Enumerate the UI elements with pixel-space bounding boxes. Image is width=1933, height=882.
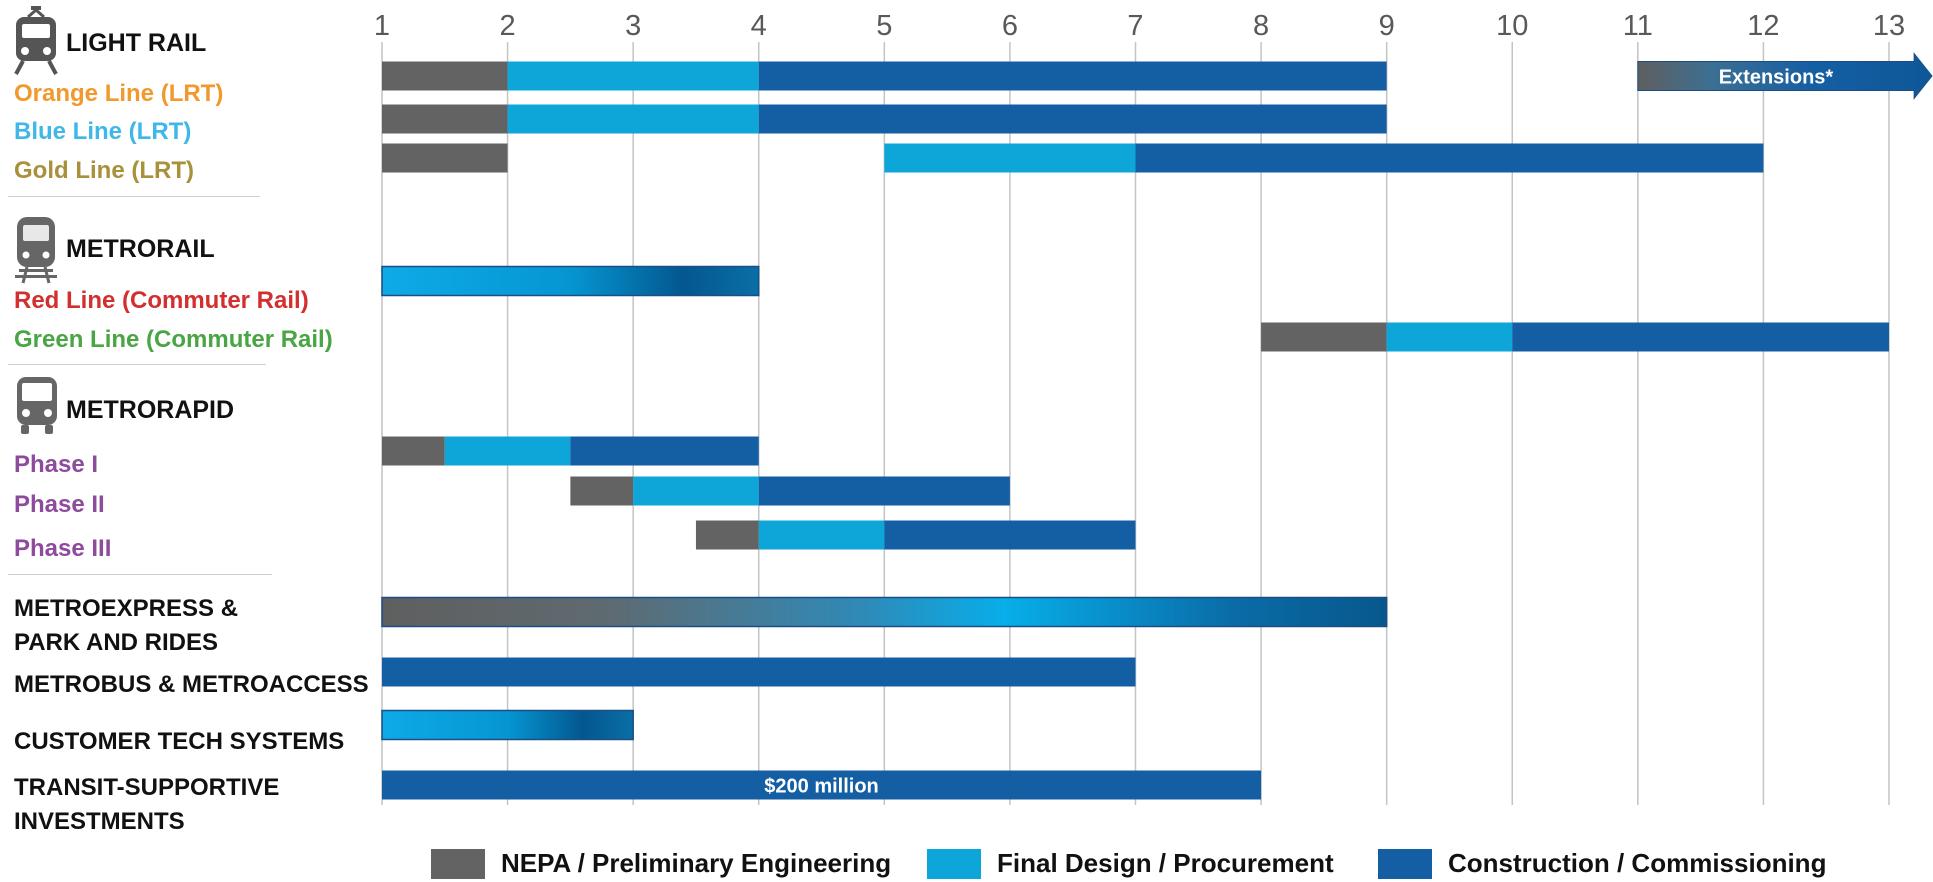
bar-phase-ii-design-1 bbox=[633, 476, 759, 506]
row-label-green-line: Green Line (Commuter Rail) bbox=[14, 326, 333, 353]
bar-green-line-design-1 bbox=[1386, 322, 1513, 352]
bar-blue-line-nepa-0 bbox=[382, 104, 508, 134]
legend-item-nepa: NEPA / Preliminary Engineering bbox=[431, 848, 891, 879]
bar-gold-line-nepa-0 bbox=[382, 143, 508, 173]
row-label-transit-supportive-line2: INVESTMENTS bbox=[14, 808, 185, 835]
bar-phase-iii-construction-2 bbox=[884, 520, 1136, 550]
x-tick-label-2: 2 bbox=[500, 10, 516, 42]
section-separator bbox=[8, 364, 266, 365]
bar-metrobus-construction-0 bbox=[382, 657, 1136, 687]
row-label-red-line: Red Line (Commuter Rail) bbox=[14, 287, 309, 314]
row-label-phase-iii: Phase III bbox=[14, 535, 112, 562]
row-label-phase-i: Phase I bbox=[14, 451, 99, 478]
light-rail-icon bbox=[14, 6, 58, 75]
legend-swatch-design bbox=[927, 848, 981, 879]
bar-blue-line-construction-2 bbox=[758, 104, 1387, 134]
commuter-train-icon bbox=[15, 217, 57, 284]
legend-label-construction: Construction / Commissioning bbox=[1448, 848, 1827, 878]
bar-phase-i-construction-2 bbox=[570, 436, 759, 466]
x-tick-label-3: 3 bbox=[625, 10, 641, 42]
bar-green-line-nepa-0 bbox=[1261, 322, 1387, 352]
row-label-metroexpress-line1: METROEXPRESS & bbox=[14, 595, 239, 622]
row-label-metrobus: METROBUS & METROACCESS bbox=[14, 671, 369, 698]
x-tick-label-8: 8 bbox=[1253, 10, 1269, 42]
bar-metroexpress-gradient-full-0 bbox=[381, 596, 1388, 628]
bar-label-transit-supportive: $200 million bbox=[764, 776, 879, 798]
x-tick-label-4: 4 bbox=[751, 10, 767, 42]
x-tick-label-11: 11 bbox=[1623, 10, 1653, 42]
x-tick-label-1: 1 bbox=[374, 10, 390, 42]
bar-green-line-construction-2 bbox=[1512, 322, 1889, 352]
x-tick-label-7: 7 bbox=[1127, 10, 1143, 42]
legend-label-nepa: NEPA / Preliminary Engineering bbox=[501, 848, 892, 878]
row-label-phase-ii: Phase II bbox=[14, 491, 105, 518]
bar-orange-line-extension-3 bbox=[1637, 52, 1933, 100]
legend-swatch-construction bbox=[1378, 848, 1432, 879]
legend-label-design: Final Design / Procurement bbox=[997, 848, 1334, 878]
row-label-gold-line: Gold Line (LRT) bbox=[14, 157, 194, 184]
row-label-customer-tech: CUSTOMER TECH SYSTEMS bbox=[14, 728, 345, 755]
row-label-metroexpress-line2: PARK AND RIDES bbox=[14, 629, 219, 656]
bus-icon bbox=[17, 377, 57, 434]
legend-item-design: Final Design / Procurement bbox=[927, 848, 1334, 879]
bar-transit-supportive-construction-0 bbox=[382, 770, 1262, 800]
section-separator bbox=[8, 574, 272, 575]
bar-phase-i-nepa-0 bbox=[382, 436, 445, 466]
section-title-metrorail: METRORAIL bbox=[66, 235, 215, 263]
x-tick-label-12: 12 bbox=[1747, 10, 1779, 42]
bar-phase-iii-nepa-0 bbox=[695, 520, 759, 550]
row-label-transit-supportive-line1: TRANSIT-SUPPORTIVE bbox=[14, 774, 280, 801]
bars: Extensions* $200 million bbox=[381, 52, 1933, 800]
x-tick-label-5: 5 bbox=[876, 10, 892, 42]
bar-orange-line-design-1 bbox=[507, 61, 759, 91]
x-tick-label-10: 10 bbox=[1496, 10, 1528, 42]
x-tick-label-6: 6 bbox=[1002, 10, 1018, 42]
bar-gold-line-construction-2 bbox=[1135, 143, 1764, 173]
bar-label-orange-line: Extensions* bbox=[1719, 67, 1834, 89]
bar-red-line-gradient-light-0 bbox=[381, 265, 760, 297]
section-title-metrorapid: METRORAPID bbox=[66, 396, 235, 424]
x-axis-ticks: 1 2 3 4 5 6 7 8 9 10 11 12 13 bbox=[374, 10, 1905, 42]
section-separator bbox=[8, 196, 260, 197]
x-tick-label-13: 13 bbox=[1873, 10, 1905, 42]
legend-swatch-nepa bbox=[431, 848, 485, 879]
bar-phase-iii-design-1 bbox=[758, 520, 885, 550]
row-label-blue-line: Blue Line (LRT) bbox=[14, 118, 192, 145]
section-title-light-rail: LIGHT RAIL bbox=[66, 29, 207, 57]
bar-customer-tech-gradient-light-0 bbox=[381, 709, 634, 741]
x-tick-label-9: 9 bbox=[1379, 10, 1395, 42]
bar-phase-ii-nepa-0 bbox=[570, 476, 634, 506]
bar-blue-line-design-1 bbox=[507, 104, 759, 134]
bar-orange-line-construction-2 bbox=[758, 61, 1387, 91]
row-label-orange-line: Orange Line (LRT) bbox=[14, 80, 224, 107]
bar-orange-line-nepa-0 bbox=[382, 61, 508, 91]
bar-gold-line-design-1 bbox=[884, 143, 1136, 173]
bar-phase-i-design-1 bbox=[444, 436, 571, 466]
bar-phase-ii-construction-2 bbox=[758, 476, 1010, 506]
legend-item-construction: Construction / Commissioning bbox=[1378, 848, 1826, 879]
